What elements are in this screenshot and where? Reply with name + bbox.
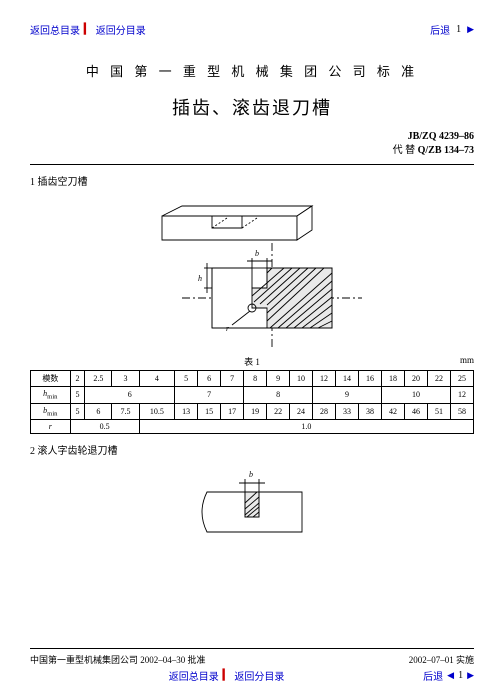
rule-line bbox=[30, 164, 474, 165]
prev-page-icon[interactable]: ◀ bbox=[447, 670, 454, 681]
footer-link-back-main[interactable]: 返回总目录 bbox=[169, 668, 219, 683]
row-header: hmin bbox=[31, 387, 71, 404]
figure-2: b bbox=[30, 467, 474, 550]
link-back-main[interactable]: 返回总目录 bbox=[30, 22, 80, 37]
svg-text:h: h bbox=[198, 274, 202, 283]
footer-nav-right: 后退 ◀ 1 ▶ bbox=[423, 668, 474, 683]
table-row: r 0.5 1.0 bbox=[31, 420, 474, 434]
footer-effective: 2002–07–01 实施 bbox=[409, 653, 474, 666]
table-row: bmin 56 7.510.5 1315 1719 2224 2833 3842… bbox=[31, 403, 474, 420]
footer-link-back-sub[interactable]: 返回分目录 bbox=[234, 668, 284, 683]
nav-separator: ▎ bbox=[84, 24, 92, 35]
next-page-icon-bottom[interactable]: ▶ bbox=[467, 670, 474, 681]
table-1: 模数 22.5 34 56 78 910 1214 1618 2022 25 h… bbox=[30, 370, 474, 434]
footer-link-back[interactable]: 后退 bbox=[423, 668, 443, 683]
section-1-title: 1 插齿空刀槽 bbox=[30, 173, 474, 188]
standard-codes: JB/ZQ 4239–86 代 替 Q/ZB 134–73 bbox=[30, 130, 474, 158]
footer: 中国第一重型机械集团公司 2002–04–30 批准 2002–07–01 实施… bbox=[30, 648, 474, 683]
std-code: JB/ZQ 4239–86 bbox=[408, 131, 474, 142]
table-1-unit: mm bbox=[460, 355, 474, 365]
nav-left: 返回总目录 ▎ 返回分目录 bbox=[30, 22, 146, 37]
table-1-caption: 表 1 mm bbox=[30, 355, 474, 368]
next-page-icon[interactable]: ▶ bbox=[467, 24, 474, 35]
header-nav: 返回总目录 ▎ 返回分目录 后退 1 ▶ bbox=[30, 22, 474, 37]
table-1-caption-text: 表 1 bbox=[244, 357, 260, 367]
page-number-bottom: 1 bbox=[458, 670, 463, 681]
svg-text:b: b bbox=[249, 470, 253, 479]
footer-row: 中国第一重型机械集团公司 2002–04–30 批准 2002–07–01 实施 bbox=[30, 653, 474, 666]
row-header: bmin bbox=[31, 403, 71, 420]
org-title: 中 国 第 一 重 型 机 械 集 团 公 司 标 准 bbox=[30, 61, 474, 80]
std-replace-code: Q/ZB 134–73 bbox=[418, 145, 474, 156]
figure-1: b h r bbox=[30, 198, 474, 351]
row-header: r bbox=[31, 420, 71, 434]
section-2-title: 2 滚人字齿轮退刀槽 bbox=[30, 442, 474, 457]
link-back[interactable]: 后退 bbox=[430, 22, 450, 37]
link-back-sub[interactable]: 返回分目录 bbox=[96, 22, 146, 37]
table-row: 模数 22.5 34 56 78 910 1214 1618 2022 25 bbox=[31, 371, 474, 387]
footer-nav-separator: ▎ bbox=[223, 670, 231, 681]
table-row: hmin 5 6 7 8 9 10 12 bbox=[31, 387, 474, 404]
footer-nav-center: 返回总目录 ▎ 返回分目录 bbox=[169, 668, 285, 683]
nav-right: 后退 1 ▶ bbox=[430, 22, 474, 37]
page-number-top: 1 bbox=[456, 24, 461, 35]
footer-nav: 返回总目录 ▎ 返回分目录 后退 ◀ 1 ▶ bbox=[30, 668, 474, 683]
row-header: 模数 bbox=[31, 371, 71, 387]
footer-rule bbox=[30, 648, 474, 649]
footer-approve: 中国第一重型机械集团公司 2002–04–30 批准 bbox=[30, 653, 206, 666]
main-title: 插齿、滚齿退刀槽 bbox=[30, 94, 474, 120]
std-replace-prefix: 代 替 bbox=[393, 145, 416, 156]
svg-text:b: b bbox=[255, 249, 259, 258]
